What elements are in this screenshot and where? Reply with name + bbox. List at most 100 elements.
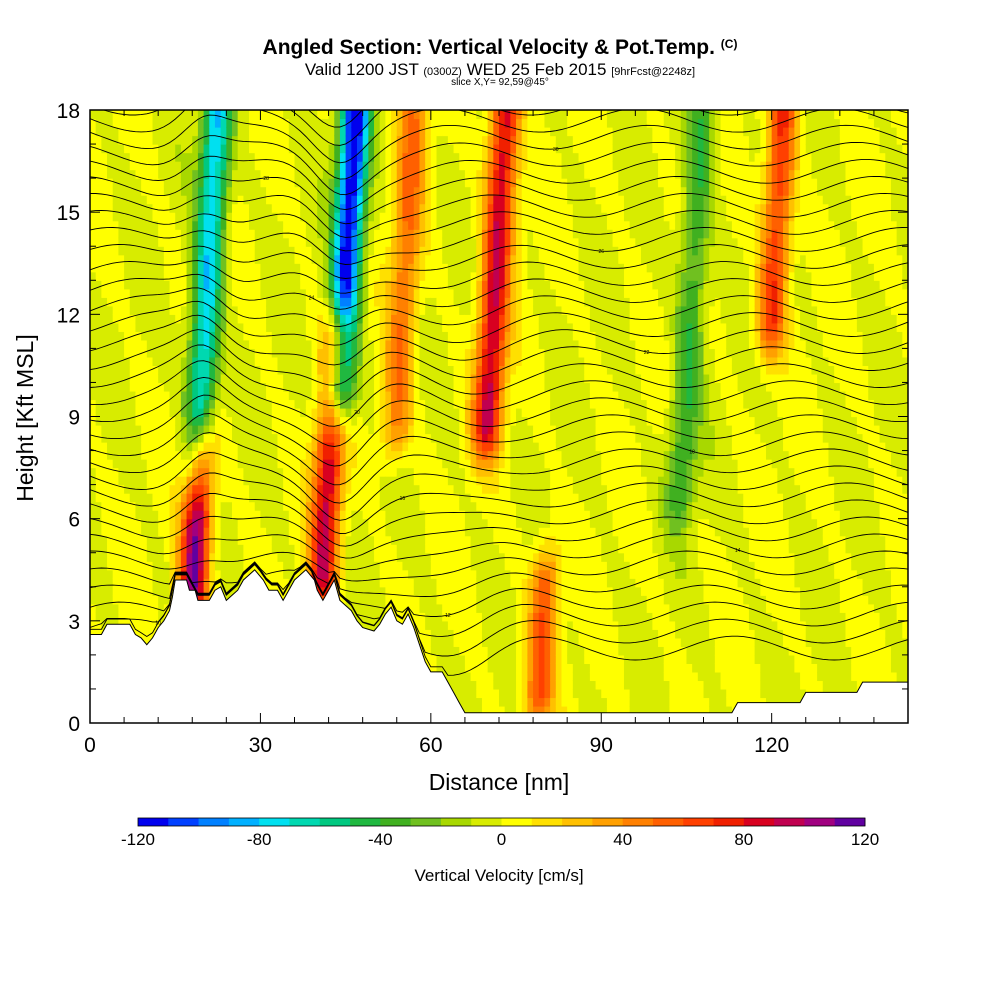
heatmap-cell [203, 467, 210, 477]
heatmap-cell [328, 178, 335, 188]
heatmap-cell [459, 339, 466, 349]
heatmap-cell [266, 416, 273, 426]
heatmap-cell [112, 518, 119, 528]
heatmap-cell [260, 152, 267, 162]
heatmap-cell [129, 169, 137, 179]
heatmap-cell [368, 407, 375, 418]
heatmap-cell [220, 331, 227, 341]
heatmap-cell [464, 305, 472, 315]
heatmap-cell [112, 407, 119, 418]
heatmap-cell [317, 484, 324, 494]
heatmap-cell [339, 484, 347, 494]
heatmap-cell [129, 178, 137, 188]
heatmap-cell [413, 161, 421, 171]
heatmap-cell [266, 450, 273, 460]
heatmap-cell [402, 178, 409, 188]
heatmap-cell [266, 425, 273, 435]
heatmap-cell [135, 425, 142, 435]
heatmap-cell [408, 339, 415, 349]
heatmap-cell [141, 237, 148, 247]
heatmap-cell [260, 467, 267, 477]
heatmap-cell [476, 697, 483, 707]
heatmap-cell [425, 195, 432, 205]
heatmap-cell [351, 271, 358, 281]
heatmap-cell [232, 348, 239, 358]
heatmap-cell [453, 169, 460, 179]
heatmap-cell [118, 271, 125, 281]
heatmap-cell [129, 433, 137, 443]
heatmap-cell [334, 382, 341, 392]
heatmap-cell [436, 169, 443, 179]
heatmap-cell [459, 305, 466, 315]
heatmap-cell [169, 237, 176, 247]
heatmap-cell [294, 297, 301, 307]
heatmap-cell [163, 178, 171, 188]
heatmap-cell [402, 382, 409, 392]
heatmap-cell [277, 578, 284, 588]
heatmap-cell [135, 603, 142, 613]
heatmap-cell [339, 237, 347, 247]
heatmap-cell [356, 586, 364, 596]
heatmap-cell [95, 467, 102, 477]
heatmap-cell [305, 203, 313, 213]
heatmap-cell [476, 518, 483, 528]
heatmap-cell [442, 161, 449, 171]
heatmap-cell [317, 544, 324, 554]
heatmap-cell [368, 237, 375, 247]
heatmap-cell [317, 212, 324, 222]
heatmap-cell [476, 127, 483, 137]
heatmap-cell [180, 203, 188, 213]
heatmap-cell [288, 127, 296, 137]
heatmap-cell [351, 501, 358, 511]
heatmap-cell [374, 195, 381, 205]
heatmap-cell [334, 356, 341, 367]
heatmap-cell [152, 322, 159, 332]
heatmap-cell [254, 237, 262, 247]
heatmap-cell [209, 297, 216, 307]
heatmap-cell [351, 416, 358, 426]
heatmap-cell [271, 518, 279, 528]
heatmap-cell [152, 595, 159, 605]
heatmap-cell [146, 288, 154, 298]
heatmap-cell [476, 586, 483, 596]
heatmap-cell [345, 552, 352, 562]
heatmap-cell [214, 339, 222, 349]
heatmap-cell [203, 195, 210, 205]
heatmap-cell [453, 501, 460, 511]
heatmap-cell [442, 646, 449, 656]
heatmap-cell [317, 305, 324, 315]
heatmap-cell [447, 339, 455, 349]
heatmap-cell [249, 501, 256, 511]
heatmap-cell [152, 569, 159, 579]
heatmap-cell [101, 237, 108, 247]
heatmap-cell [107, 237, 114, 247]
heatmap-cell [459, 518, 466, 528]
heatmap-cell [351, 382, 358, 392]
heatmap-cell [470, 425, 477, 435]
heatmap-cell [362, 348, 369, 358]
heatmap-cell [220, 459, 227, 469]
heatmap-cell [481, 578, 489, 588]
heatmap-cell [135, 493, 142, 503]
heatmap-cell [430, 212, 438, 222]
heatmap-cell [328, 544, 335, 554]
heatmap-cell [158, 280, 165, 290]
heatmap-cell [322, 416, 330, 426]
heatmap-cell [124, 280, 131, 290]
heatmap-cell [214, 544, 222, 554]
heatmap-cell [442, 152, 449, 162]
heatmap-cell [362, 484, 369, 494]
heatmap-cell [345, 356, 352, 367]
heatmap-cell [305, 322, 313, 332]
heatmap-cell [101, 195, 108, 205]
heatmap-cell [152, 305, 159, 315]
heatmap-cell [368, 450, 375, 460]
heatmap-cell [283, 305, 290, 315]
heatmap-cell [175, 365, 182, 375]
heatmap-cell [356, 152, 364, 162]
heatmap-cell [436, 229, 443, 239]
heatmap-cell [368, 220, 375, 230]
heatmap-cell [334, 535, 341, 545]
heatmap-cell [374, 586, 381, 596]
heatmap-cell [197, 237, 205, 247]
